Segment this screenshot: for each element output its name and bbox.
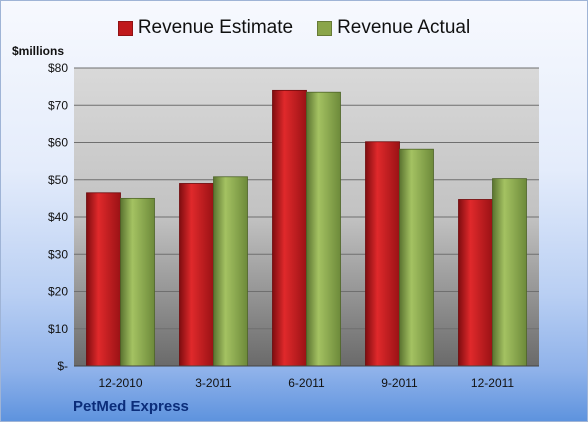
x-tick-label: 6-2011 xyxy=(288,376,325,390)
x-tick-label: 12-2010 xyxy=(98,376,142,390)
x-tick-label: 12-2011 xyxy=(471,376,514,390)
legend-label-estimate: Revenue Estimate xyxy=(137,17,294,38)
y-axis-unit-label: $millions xyxy=(12,44,65,58)
bar-revenue-actual xyxy=(399,148,434,367)
y-tick-label: $60 xyxy=(48,136,68,150)
y-tick-label: $30 xyxy=(48,247,68,261)
y-tick-label: $70 xyxy=(48,98,68,112)
y-tick-label: $- xyxy=(57,359,68,373)
x-tick-label: 9-2011 xyxy=(381,376,418,390)
legend-item-actual: Revenue Actual xyxy=(317,17,470,39)
x-tick-label: 3-2011 xyxy=(195,376,232,390)
legend: Revenue Estimate Revenue Actual xyxy=(0,16,588,40)
bar-revenue-estimate xyxy=(86,192,121,367)
bar-revenue-actual xyxy=(120,197,155,367)
y-tick-label: $50 xyxy=(48,173,68,187)
y-tick-label: $40 xyxy=(48,210,68,224)
bar-revenue-actual xyxy=(306,91,341,367)
legend-label-actual: Revenue Actual xyxy=(337,17,471,38)
bar-revenue-estimate xyxy=(458,199,493,367)
y-tick-label: $10 xyxy=(48,322,68,336)
legend-swatch-estimate xyxy=(117,20,133,36)
y-tick-label: $80 xyxy=(48,61,68,75)
bar-revenue-estimate xyxy=(365,141,400,367)
y-tick-label: $20 xyxy=(48,285,68,299)
legend-swatch-actual xyxy=(317,20,333,36)
bar-revenue-actual xyxy=(213,176,248,367)
legend-item-estimate: Revenue Estimate xyxy=(117,17,294,39)
company-name: PetMed Express xyxy=(73,398,189,415)
bar-revenue-estimate xyxy=(179,183,214,367)
bar-revenue-estimate xyxy=(272,89,307,367)
bar-revenue-actual xyxy=(492,178,527,367)
